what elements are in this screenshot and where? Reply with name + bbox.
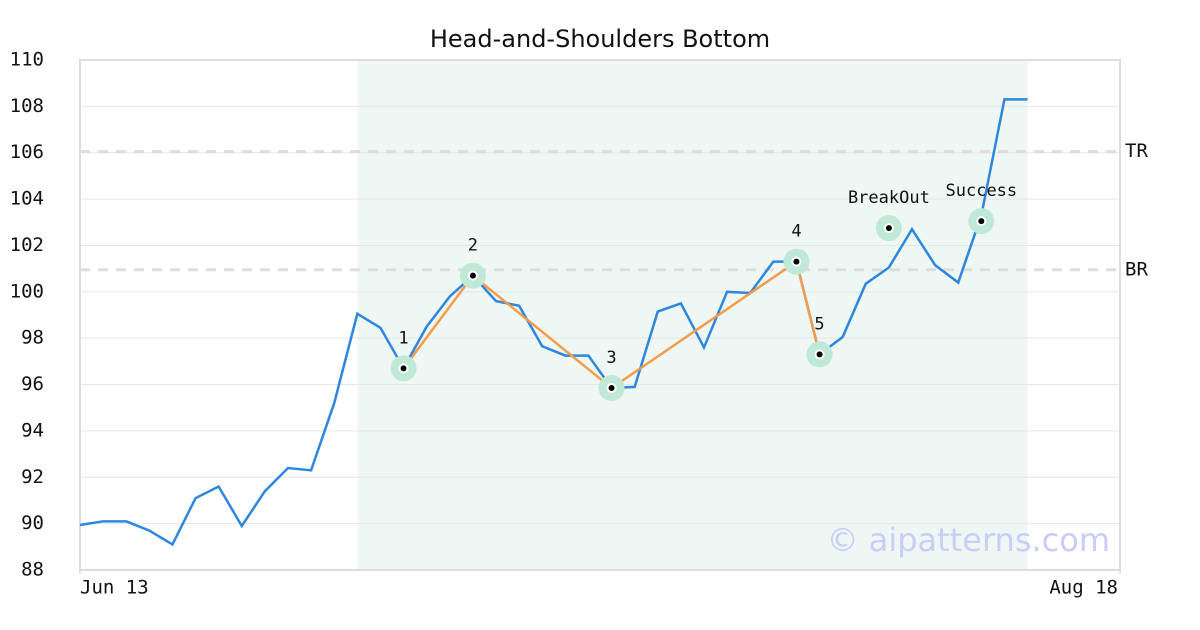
pattern-point xyxy=(814,349,825,360)
y-tick-label: 104 xyxy=(10,188,44,210)
y-tick-label: 92 xyxy=(21,466,44,488)
signal-point xyxy=(976,216,987,227)
pattern-point-label: 4 xyxy=(791,222,801,242)
pattern-point xyxy=(606,383,617,394)
plot-frame xyxy=(79,59,1121,571)
watermark: © aipatterns.com xyxy=(827,521,1110,559)
pattern-point-label: 2 xyxy=(468,236,478,256)
y-tick-label: 88 xyxy=(21,559,44,581)
pattern-point-label: 3 xyxy=(606,348,616,368)
pattern-region xyxy=(357,60,1028,570)
y-tick-label: 110 xyxy=(10,49,44,71)
y-tick-label: 100 xyxy=(10,280,44,302)
y-tick-label: 98 xyxy=(21,327,44,349)
chart-title: Head-and-Shoulders Bottom xyxy=(430,25,770,53)
x-tick-label: Aug 18 xyxy=(1049,577,1118,599)
level-label: BR xyxy=(1125,258,1148,280)
y-tick-label: 102 xyxy=(10,234,44,256)
price-line xyxy=(79,98,1028,547)
y-tick-label: 108 xyxy=(10,95,44,117)
pattern-point xyxy=(467,270,478,281)
pattern-point-label: 5 xyxy=(814,314,824,334)
pattern-point xyxy=(791,256,802,267)
y-tick-label: 106 xyxy=(10,141,44,163)
x-tick-label: Jun 13 xyxy=(80,577,149,599)
y-tick-label: 94 xyxy=(21,419,44,441)
signal-point-label: BreakOut xyxy=(848,188,930,208)
pattern-point xyxy=(398,363,409,374)
pattern-point-label: 1 xyxy=(398,328,408,348)
signal-point xyxy=(883,223,894,234)
signal-point-label: Success xyxy=(946,181,1018,201)
y-tick-label: 90 xyxy=(21,512,44,534)
y-tick-label: 96 xyxy=(21,373,44,395)
level-label: TR xyxy=(1125,140,1148,162)
